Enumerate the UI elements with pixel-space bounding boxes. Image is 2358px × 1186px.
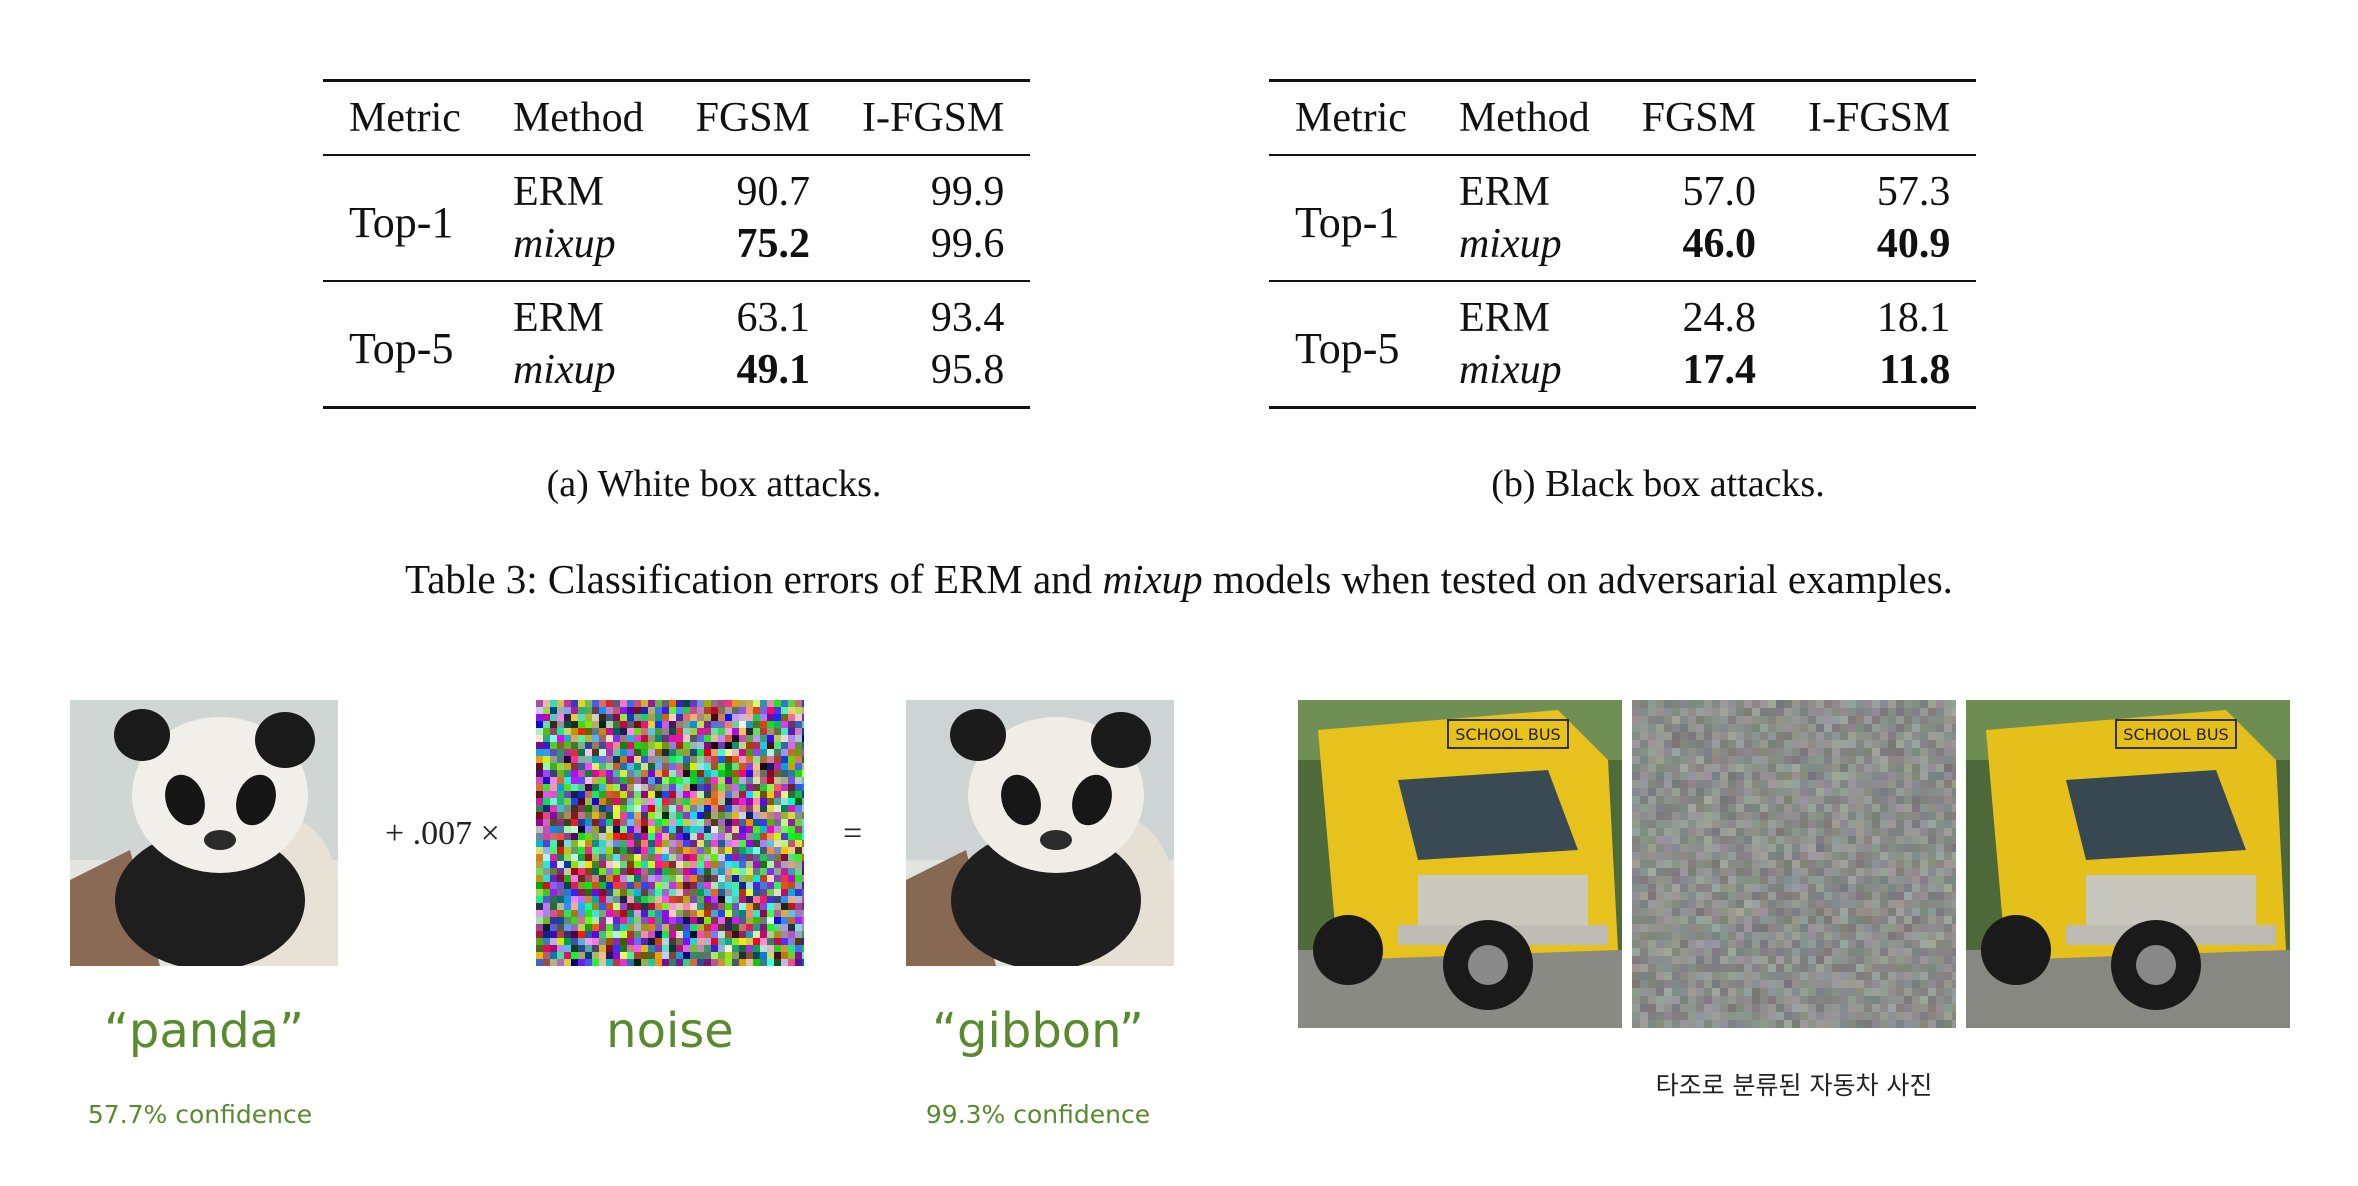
value-cell: 99.6: [836, 218, 1031, 282]
method-cell: mixup: [486, 218, 670, 282]
header-fgsm: FGSM: [1615, 80, 1783, 156]
table-row: Top-1 ERM 57.0 57.3: [1269, 155, 1976, 282]
value-cell: 49.1: [736, 347, 811, 393]
method-cell: ERM: [1458, 169, 1550, 215]
noise-image: [536, 700, 804, 966]
header-ifgsm: I-FGSM: [1782, 80, 1977, 156]
table-black-box: Metric Method FGSM I-FGSM Top-1 ERM 57.0…: [1269, 79, 1977, 409]
value-cell: 57.3: [1876, 169, 1951, 215]
bus-image-adversarial: SCHOOL BUS: [1966, 700, 2290, 1028]
table-white-box: Metric Method FGSM I-FGSM Top-1 ERM 90.7…: [323, 79, 1031, 409]
bus-sign-text: SCHOOL BUS: [2123, 725, 2228, 744]
subcaption-a: (a) White box attacks.: [546, 463, 882, 505]
value-cell: 40.9: [1782, 218, 1977, 282]
value-cell: 11.8: [1879, 347, 1951, 393]
panda-image: [70, 700, 338, 966]
gibbon-confidence: 99.3% confidence: [925, 1100, 1151, 1129]
table-row: Top-1 ERM 90.7 99.9: [323, 155, 1030, 282]
value-cell: 57.0: [1682, 169, 1757, 215]
header-ifgsm: I-FGSM: [836, 80, 1031, 156]
table-caption-suffix: models when tested on adversarial exampl…: [1202, 556, 1953, 602]
header-metric: Metric: [323, 80, 487, 156]
value-cell: 95.8: [930, 347, 1005, 393]
value-cell: 63.1: [736, 295, 811, 341]
metric-cell: Top-1: [1269, 155, 1433, 282]
value-cell: 18.1: [1876, 295, 1951, 341]
table-row: mixup 46.0 40.9: [1269, 218, 1977, 282]
table-row: Top-5 ERM 24.8 18.1: [1269, 281, 1976, 373]
metric-cell: Top-1: [323, 155, 487, 282]
method-cell: mixup: [1458, 347, 1562, 393]
table-row: mixup 75.2 99.6: [323, 218, 1031, 282]
header-method: Method: [486, 80, 670, 156]
value-cell: 24.8: [1682, 295, 1757, 341]
equals-operator: =: [843, 815, 863, 852]
bus-image-original: SCHOOL BUS: [1298, 700, 1622, 1028]
header-fgsm: FGSM: [669, 80, 837, 156]
noise-label: noise: [606, 1003, 734, 1059]
value-cell: 75.2: [669, 218, 837, 282]
metric-cell: Top-5: [1295, 324, 1400, 373]
value-cell: 90.7: [736, 169, 811, 215]
header-metric: Metric: [1269, 80, 1433, 156]
method-cell: ERM: [1458, 295, 1550, 341]
metric-cell: Top-5: [349, 324, 454, 373]
bus-perturbation-image: [1632, 700, 1956, 1028]
value-cell: 46.0: [1615, 218, 1783, 282]
table-row: Top-5 ERM 63.1 93.4: [323, 281, 1030, 373]
method-cell: ERM: [512, 169, 604, 215]
bus-caption: 타조로 분류된 자동차 사진: [1655, 1071, 1933, 1100]
table-caption-prefix: Table 3: Classification errors of ERM an…: [405, 556, 1103, 602]
table-caption-emph: mixup: [1102, 556, 1203, 602]
bus-sign-text: SCHOOL BUS: [1455, 725, 1560, 744]
table-caption: Table 3: Classification errors of ERM an…: [0, 555, 2358, 603]
method-cell: mixup: [1432, 218, 1616, 282]
table-header-row: Metric Method FGSM I-FGSM: [323, 80, 1031, 156]
subcaption-b: (b) Black box attacks.: [1491, 463, 1825, 505]
gibbon-image: [906, 700, 1174, 966]
table-row: mixup 17.4 11.8: [1269, 344, 1976, 408]
method-cell: mixup: [512, 347, 616, 393]
table-header-row: Metric Method FGSM I-FGSM: [1269, 80, 1977, 156]
table-row: mixup 49.1 95.8: [323, 344, 1030, 408]
gibbon-label: “gibbon”: [932, 1003, 1144, 1059]
panda-confidence: 57.7% confidence: [87, 1100, 313, 1129]
method-cell: ERM: [512, 295, 604, 341]
value-cell: 93.4: [930, 295, 1005, 341]
value-cell: 17.4: [1682, 347, 1757, 393]
panda-label: “panda”: [104, 1003, 304, 1059]
header-method: Method: [1432, 80, 1616, 156]
plus-operator: + .007 ×: [385, 815, 500, 852]
value-cell: 99.9: [930, 169, 1005, 215]
